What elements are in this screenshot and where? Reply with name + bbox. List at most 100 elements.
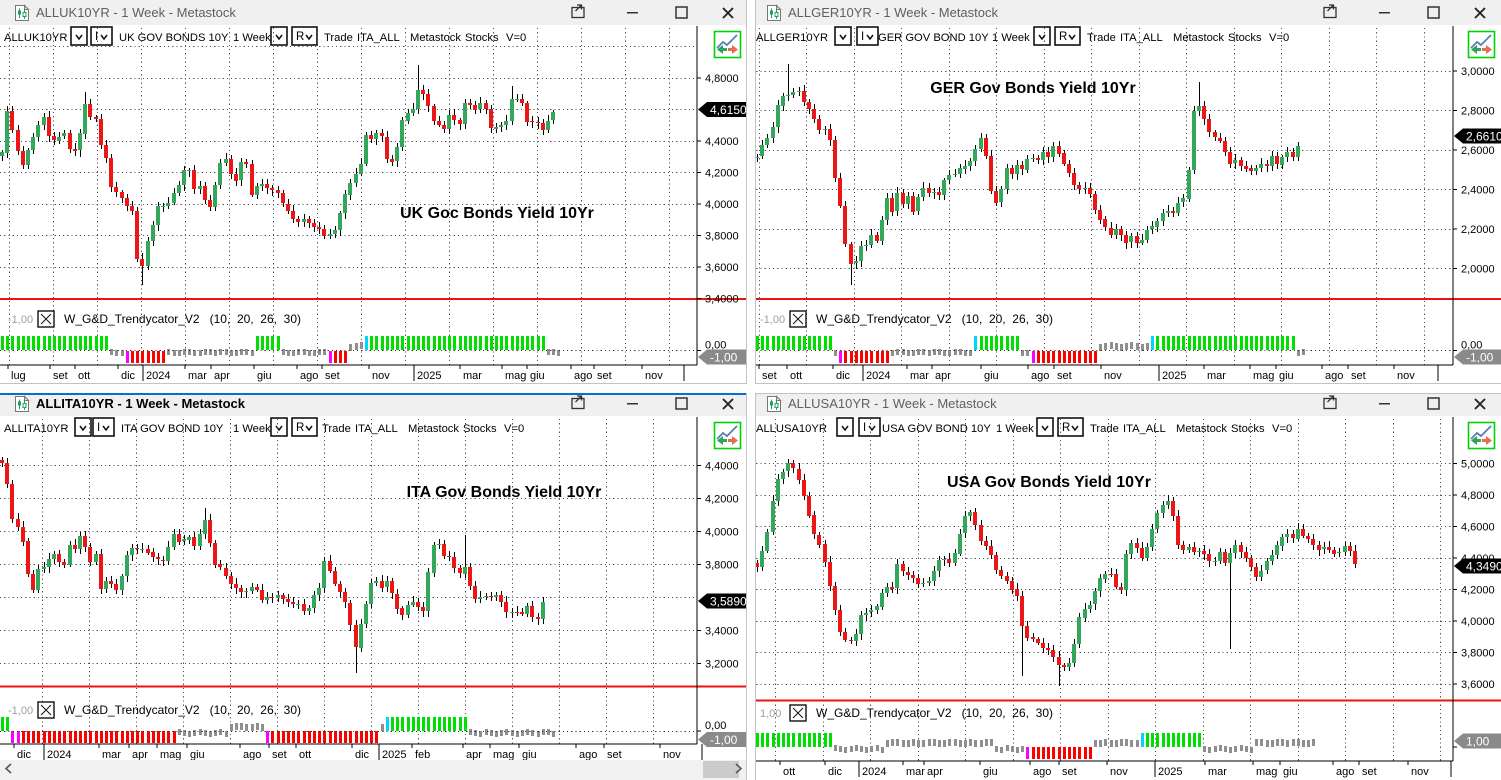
svg-text:3,2000: 3,2000 <box>705 659 739 671</box>
svg-text:ago: ago <box>574 370 592 382</box>
svg-text:R: R <box>1059 31 1067 43</box>
svg-text:V=0: V=0 <box>1272 423 1292 435</box>
svg-text:1 Week: 1 Week <box>233 32 271 44</box>
svg-text:ago: ago <box>1033 766 1051 778</box>
svg-text:mag: mag <box>160 749 181 761</box>
svg-text:nov: nov <box>1411 766 1429 778</box>
svg-text:giu: giu <box>984 370 999 382</box>
svg-text:3,4000: 3,4000 <box>705 294 739 306</box>
svg-text:W_G&D_Trendycator_V2 (10, 2: W_G&D_Trendycator_V2 (10, 20, 26, 30) <box>816 706 1053 720</box>
svg-text:nov: nov <box>1110 766 1128 778</box>
svg-text:I: I <box>863 422 866 434</box>
svg-text:Metastock: Metastock <box>1176 423 1227 435</box>
svg-text:Metastock: Metastock <box>408 423 459 435</box>
svg-text:Stocks: Stocks <box>1231 423 1265 435</box>
svg-text:Trade: Trade <box>1090 423 1119 435</box>
svg-text:apr: apr <box>132 749 148 761</box>
svg-text:3,0000: 3,0000 <box>1461 66 1495 78</box>
svg-text:1 Week: 1 Week <box>996 423 1034 435</box>
svg-text:ALLUSA10YR: ALLUSA10YR <box>756 423 827 435</box>
svg-text:nov: nov <box>1104 370 1122 382</box>
svg-text:ALLITA10YR: ALLITA10YR <box>4 423 68 435</box>
svg-text:ITA Gov Bonds Yield 10Yr: ITA Gov Bonds Yield 10Yr <box>407 484 602 501</box>
svg-text:2,8000: 2,8000 <box>1461 106 1495 118</box>
svg-text:giu: giu <box>983 766 998 778</box>
svg-text:2,6000: 2,6000 <box>1461 145 1495 157</box>
svg-text:3,4000: 3,4000 <box>705 626 739 638</box>
svg-text:0,00: 0,00 <box>705 720 726 732</box>
svg-text:V=0: V=0 <box>506 32 526 44</box>
svg-text:Metastock: Metastock <box>410 32 461 44</box>
svg-text:ALLUK10YR - 1 Week - Metastock: ALLUK10YR - 1 Week - Metastock <box>36 5 236 20</box>
svg-text:UK GOV BONDS 10Y: UK GOV BONDS 10Y <box>119 32 229 44</box>
svg-text:4,2000: 4,2000 <box>705 168 739 180</box>
svg-text:ott: ott <box>790 370 802 382</box>
svg-text:2025: 2025 <box>382 749 406 761</box>
svg-text:4,2000: 4,2000 <box>705 494 739 506</box>
svg-text:set: set <box>1057 370 1072 382</box>
svg-text:GER GOV BOND 10Y: GER GOV BOND 10Y <box>878 32 989 44</box>
svg-text:mar: mar <box>910 370 929 382</box>
svg-text:3,8000: 3,8000 <box>705 560 739 572</box>
svg-text:2025: 2025 <box>1158 766 1182 778</box>
svg-text:ALLUSA10YR - 1 Week - Metastoc: ALLUSA10YR - 1 Week - Metastock <box>788 396 997 411</box>
svg-text:2,2000: 2,2000 <box>1461 224 1495 236</box>
svg-text:ott: ott <box>299 749 311 761</box>
svg-text:ott: ott <box>78 370 90 382</box>
svg-text:lug: lug <box>11 370 26 382</box>
svg-text:4,6150: 4,6150 <box>710 103 747 117</box>
svg-text:mar: mar <box>1208 766 1227 778</box>
svg-text:W_G&D_Trendycator_V2 (10, 2: W_G&D_Trendycator_V2 (10, 20, 26, 30) <box>64 312 301 326</box>
svg-text:4,0000: 4,0000 <box>1461 616 1495 628</box>
svg-text:USA GOV BOND 10Y: USA GOV BOND 10Y <box>882 423 991 435</box>
svg-text:mar: mar <box>188 370 207 382</box>
svg-text:apr: apr <box>927 766 943 778</box>
svg-text:dic: dic <box>121 370 136 382</box>
svg-text:ITA_ALL: ITA_ALL <box>1123 423 1166 435</box>
svg-text:GER Gov Bonds Yield 10Yr: GER Gov Bonds Yield 10Yr <box>930 80 1135 97</box>
svg-text:0,00: 0,00 <box>1461 340 1482 352</box>
svg-text:giu: giu <box>257 370 272 382</box>
svg-text:2024: 2024 <box>47 749 71 761</box>
svg-text:ITA_ALL: ITA_ALL <box>357 32 400 44</box>
svg-text:2024: 2024 <box>862 766 886 778</box>
svg-text:-1,00: -1,00 <box>8 314 33 326</box>
svg-text:mar: mar <box>906 766 925 778</box>
svg-text:ago: ago <box>300 370 318 382</box>
svg-text:4,0000: 4,0000 <box>705 199 739 211</box>
svg-text:nov: nov <box>645 370 663 382</box>
svg-text:Metastock: Metastock <box>1173 32 1224 44</box>
svg-text:ALLUK10YR: ALLUK10YR <box>4 32 67 44</box>
svg-text:3,8000: 3,8000 <box>1461 648 1495 660</box>
svg-text:ALLITA10YR - 1 Week - Metastoc: ALLITA10YR - 1 Week - Metastock <box>36 396 246 411</box>
svg-text:ago: ago <box>1031 370 1049 382</box>
svg-text:4,4000: 4,4000 <box>705 136 739 148</box>
svg-text:apr: apr <box>935 370 951 382</box>
svg-text:set: set <box>325 370 340 382</box>
svg-text:mar: mar <box>463 370 482 382</box>
svg-text:4,0000: 4,0000 <box>705 527 739 539</box>
svg-text:R: R <box>296 31 304 43</box>
svg-text:4,4000: 4,4000 <box>705 461 739 473</box>
svg-text:W_G&D_Trendycator_V2 (10, 2: W_G&D_Trendycator_V2 (10, 20, 26, 30) <box>64 703 301 717</box>
svg-text:set: set <box>272 749 287 761</box>
svg-text:2,4000: 2,4000 <box>1461 185 1495 197</box>
svg-text:ALLGER10YR - 1 Week - Metastoc: ALLGER10YR - 1 Week - Metastock <box>788 5 999 20</box>
svg-text:V=0: V=0 <box>504 423 524 435</box>
svg-text:1,00: 1,00 <box>1466 735 1490 749</box>
svg-text:UK Goc Bonds Yield 10Yr: UK Goc Bonds Yield 10Yr <box>400 205 594 222</box>
svg-text:ago: ago <box>1325 370 1343 382</box>
svg-text:dic: dic <box>836 370 851 382</box>
svg-text:ago: ago <box>243 749 261 761</box>
svg-text:4,3490: 4,3490 <box>1466 560 1501 574</box>
svg-text:I: I <box>95 31 98 43</box>
svg-text:nov: nov <box>372 370 390 382</box>
svg-text:4,8000: 4,8000 <box>1461 490 1495 502</box>
svg-text:4,8000: 4,8000 <box>705 73 739 85</box>
svg-text:mag: mag <box>493 749 514 761</box>
svg-text:set: set <box>53 370 68 382</box>
svg-text:1,00: 1,00 <box>760 708 781 720</box>
svg-text:set: set <box>762 370 777 382</box>
svg-text:Stocks: Stocks <box>1228 32 1262 44</box>
svg-text:-1,00: -1,00 <box>8 705 33 717</box>
